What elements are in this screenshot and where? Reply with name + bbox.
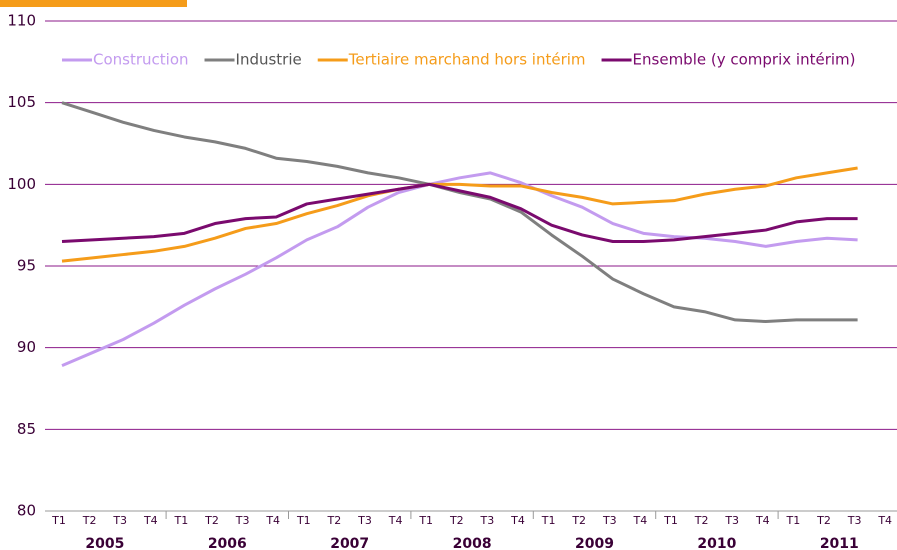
- legend-label: Tertiaire marchand hors intérim: [348, 51, 586, 69]
- header-bar: [0, 0, 187, 7]
- y-tick-label: 80: [17, 502, 36, 520]
- series-line: [61, 101, 858, 324]
- x-tick-label: T1: [296, 514, 311, 527]
- x-tick-label: T4: [877, 514, 892, 527]
- legend-label: Ensemble (y comprix intérim): [633, 51, 856, 69]
- x-tick-label: T3: [235, 514, 250, 527]
- y-tick-label: 110: [7, 12, 36, 30]
- y-tick-label: 100: [7, 175, 36, 193]
- y-tick-label: 85: [17, 420, 36, 438]
- year-label: 2006: [208, 536, 247, 550]
- year-label: 2009: [575, 536, 614, 550]
- y-tick-label: 90: [17, 338, 36, 356]
- series-line: [61, 166, 858, 263]
- y-tick-label: 95: [17, 257, 36, 275]
- x-tick-label: T1: [786, 514, 801, 527]
- series-line: [61, 171, 858, 368]
- x-tick-label: T4: [755, 514, 770, 527]
- x-tick-label: T1: [541, 514, 556, 527]
- x-tick-label: T4: [143, 514, 158, 527]
- x-tick-label: T4: [265, 514, 280, 527]
- year-label: 2011: [820, 536, 859, 550]
- x-tick-label: T3: [480, 514, 495, 527]
- x-tick-label: T4: [388, 514, 403, 527]
- x-tick-label: T2: [204, 514, 219, 527]
- x-tick-label: T4: [510, 514, 525, 527]
- legend-label: Industrie: [236, 51, 302, 69]
- y-tick-label: 105: [7, 93, 36, 111]
- x-tick-label: T1: [174, 514, 189, 527]
- x-tick-label: T4: [633, 514, 648, 527]
- series-line: [61, 182, 858, 243]
- x-tick-label: T2: [816, 514, 831, 527]
- x-tick-label: T2: [694, 514, 709, 527]
- x-tick-label: T1: [51, 514, 66, 527]
- year-label: 2007: [330, 536, 369, 550]
- x-tick-label: T1: [418, 514, 433, 527]
- x-tick-label: T3: [602, 514, 617, 527]
- legend-label: Construction: [93, 51, 189, 69]
- x-tick-label: T1: [663, 514, 678, 527]
- year-label: 2005: [85, 536, 124, 550]
- x-tick-label: T3: [847, 514, 862, 527]
- x-tick-label: T3: [112, 514, 127, 527]
- x-tick-label: T2: [82, 514, 97, 527]
- year-label: 2010: [697, 536, 736, 550]
- year-label: 2008: [453, 536, 492, 550]
- x-tick-label: T2: [449, 514, 464, 527]
- x-tick-label: T3: [357, 514, 372, 527]
- x-tick-label: T2: [327, 514, 342, 527]
- x-tick-label: T2: [571, 514, 586, 527]
- x-tick-label: T3: [724, 514, 739, 527]
